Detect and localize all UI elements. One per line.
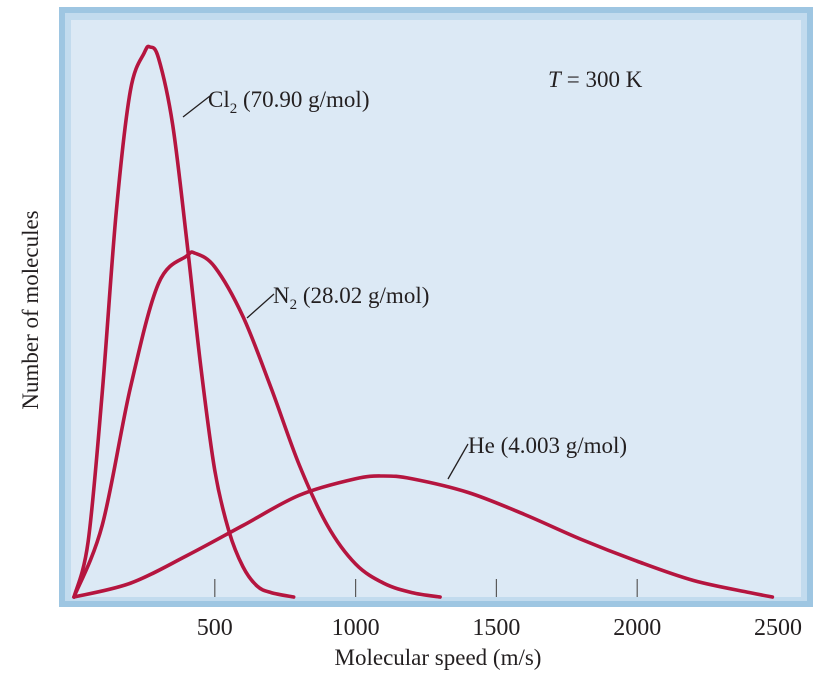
series-label-n2: N2 (28.02 g/mol) xyxy=(273,283,429,313)
leader-line-he xyxy=(447,443,469,480)
x-tick-marks xyxy=(214,579,638,597)
x-tick-label: 2000 xyxy=(613,615,661,641)
series-label-cl2-sub: 2 xyxy=(230,101,238,117)
x-tick-label: 1500 xyxy=(472,615,520,641)
temperature-annotation: T = 300 K xyxy=(548,67,643,92)
series-label-cl2-rest: (70.90 g/mol) xyxy=(237,87,369,112)
series-line-he xyxy=(72,474,775,599)
series-label-cl2-main: Cl xyxy=(208,87,230,112)
series-label-cl2: Cl2 (70.90 g/mol) xyxy=(208,87,369,117)
leader-line-n2 xyxy=(246,293,275,319)
x-axis-label: Molecular speed (m/s) xyxy=(335,645,542,670)
series-label-he-rest: (4.003 g/mol) xyxy=(495,433,627,458)
series-label-n2-rest: (28.02 g/mol) xyxy=(297,283,429,308)
series-line-n2 xyxy=(72,250,442,599)
temperature-value: = 300 K xyxy=(567,67,643,92)
y-axis-label: Number of molecules xyxy=(18,210,43,409)
series-label-n2-sub: 2 xyxy=(290,297,298,313)
x-tick-labels: 500 1000 1500 2000 2500 xyxy=(197,615,802,641)
series-line-cl2 xyxy=(72,44,296,599)
label-leader-lines xyxy=(182,95,469,480)
leader-line-cl2 xyxy=(182,95,211,118)
series-label-he-main: He xyxy=(468,433,495,458)
x-tick-label: 2500 xyxy=(754,615,802,641)
series-label-he: He (4.003 g/mol) xyxy=(468,433,627,458)
series-curves xyxy=(72,44,775,599)
x-tick-label: 500 xyxy=(197,615,233,641)
temperature-symbol: T xyxy=(548,67,563,92)
series-label-n2-main: N xyxy=(273,283,290,308)
plot-area xyxy=(71,20,801,597)
x-tick-label: 1000 xyxy=(332,615,380,641)
